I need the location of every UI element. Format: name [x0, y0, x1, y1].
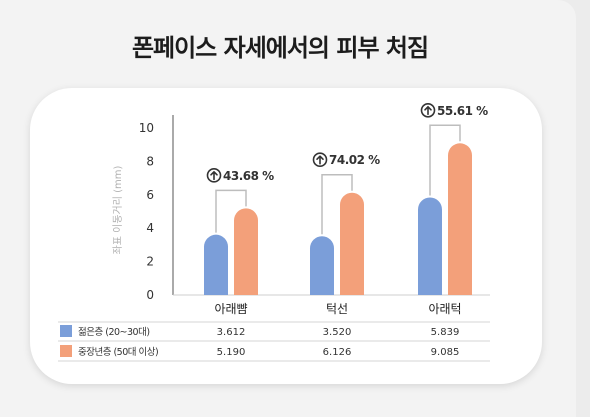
legend-swatch-older [60, 345, 72, 357]
legend-label: 중장년층 (50대 이상) [78, 347, 158, 358]
y-tick-label: 4 [146, 221, 154, 235]
table-value: 5.839 [431, 327, 460, 338]
bracket-2 [321, 173, 353, 235]
bracket-3 [429, 124, 461, 196]
percent-increase-label: 74.02 % [329, 153, 380, 167]
percent-increase-label: 55.61 % [437, 104, 488, 118]
arrow-up-icon [210, 171, 218, 181]
bar-young-1 [204, 234, 228, 295]
y-tick-label: 6 [146, 188, 154, 202]
bracket-1 [215, 189, 247, 233]
table-value: 5.190 [217, 347, 246, 358]
bar-young-2 [310, 236, 334, 295]
category-label: 턱선 [326, 302, 348, 316]
bar-older-2 [340, 192, 364, 295]
page-title: 폰페이스 자세에서의 피부 처짐 [131, 34, 429, 62]
y-tick-label: 2 [146, 255, 154, 269]
y-tick-label: 0 [146, 288, 154, 302]
category-label: 아래턱 [428, 302, 461, 316]
y-axis-label: 좌표 이동거리 (mm) [112, 165, 124, 254]
arrow-up-icon [424, 105, 432, 116]
table-value: 6.126 [323, 347, 352, 358]
arrow-up-icon [316, 155, 324, 165]
table-value: 9.085 [431, 347, 460, 358]
legend-label: 젊은층 (20~30대) [78, 326, 150, 338]
y-tick-label: 8 [146, 154, 154, 168]
bar-older-3 [448, 143, 473, 295]
y-tick-label: 10 [139, 121, 154, 135]
legend-swatch-young [60, 325, 72, 337]
bar-older-1 [234, 208, 258, 295]
percent-increase-label: 43.68 % [223, 169, 274, 183]
table-value: 3.612 [217, 327, 246, 338]
category-label: 아래뺨 [214, 302, 247, 316]
bar-young-3 [418, 197, 443, 295]
table-value: 3.520 [323, 327, 352, 338]
